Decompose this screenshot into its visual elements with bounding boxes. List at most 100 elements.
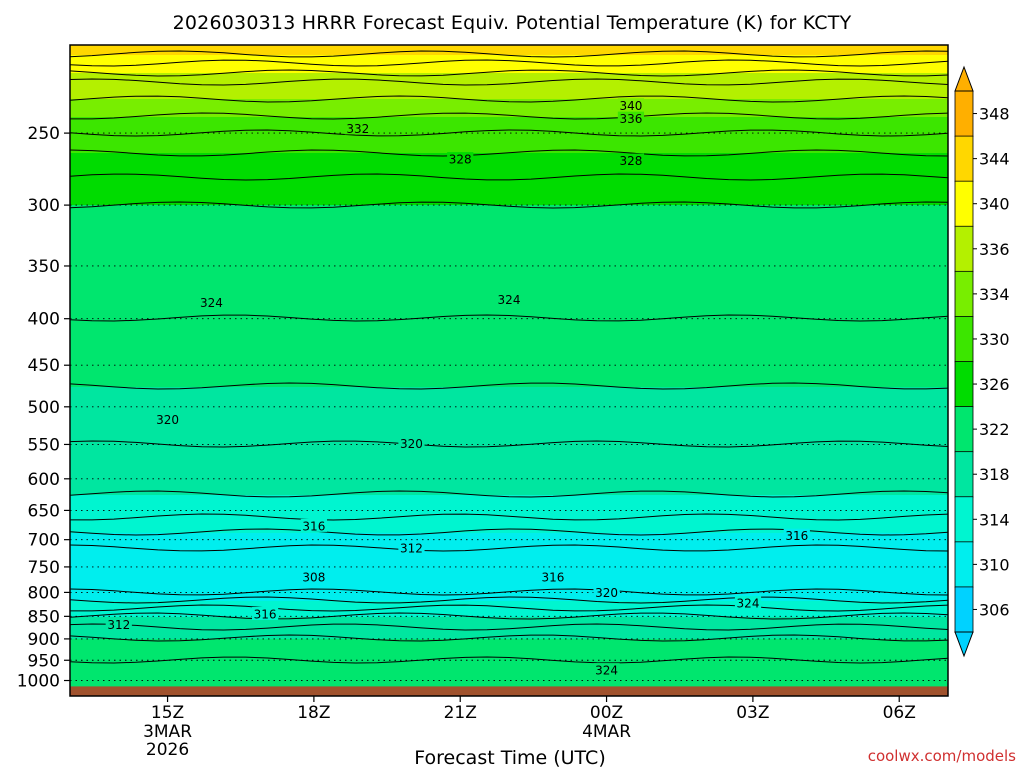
field-band: [70, 159, 948, 162]
contour-label: 324: [498, 293, 521, 307]
field-band: [70, 51, 948, 54]
field-band: [70, 459, 948, 462]
colorbar-segment: [954, 361, 974, 408]
field-band: [70, 267, 948, 270]
field-band: [70, 243, 948, 246]
field-band: [70, 49, 948, 52]
field-band: [70, 149, 948, 152]
field-band: [70, 555, 948, 558]
contour-line: [70, 604, 948, 612]
field-band: [70, 347, 948, 350]
contour-label: 308: [302, 570, 325, 584]
x-tick-label: 06Z: [883, 703, 916, 723]
y-tick-label: 1000: [17, 672, 60, 692]
field-band: [70, 357, 948, 360]
field-band: [70, 485, 948, 488]
field-band: [70, 269, 948, 272]
field-band: [70, 663, 948, 666]
field-band: [70, 373, 948, 376]
field-band: [70, 467, 948, 470]
field-band: [70, 307, 948, 310]
field-band: [70, 147, 948, 150]
field-band: [70, 339, 948, 342]
field-band: [70, 499, 948, 502]
y-tick-label: 750: [28, 558, 60, 578]
field-band: [70, 665, 948, 668]
y-tick-label: 450: [28, 356, 60, 376]
field-band: [70, 653, 948, 656]
field-band: [70, 67, 948, 70]
field-band: [70, 127, 948, 130]
field-band: [70, 419, 948, 422]
field-band: [70, 157, 948, 160]
field-band: [70, 345, 948, 348]
contour-line: [70, 612, 948, 620]
field-band: [70, 427, 948, 430]
field-band: [70, 263, 948, 266]
field-band: [70, 637, 948, 640]
contour-label: 312: [107, 618, 130, 632]
field-band: [70, 279, 948, 282]
field-band: [70, 277, 948, 280]
field-band: [70, 337, 948, 340]
field-band: [70, 531, 948, 534]
field-band: [70, 685, 948, 688]
contour-label: 328: [619, 154, 642, 168]
field-band: [70, 75, 948, 78]
field-band: [70, 519, 948, 522]
colorbar-segment: [954, 406, 974, 453]
field-band: [70, 381, 948, 384]
contour-line: [70, 596, 948, 604]
field-band: [70, 645, 948, 648]
contour-label-bg: [344, 121, 371, 135]
field-band: [70, 105, 948, 108]
y-tick-label: 650: [28, 501, 60, 521]
field-band: [70, 569, 948, 572]
field-band: [70, 287, 948, 290]
field-band: [70, 285, 948, 288]
field-band: [70, 131, 948, 134]
field-band: [70, 135, 948, 138]
field-band: [70, 549, 948, 552]
field-band: [70, 615, 948, 618]
contour-line: [70, 78, 948, 86]
field-band: [70, 165, 948, 168]
field-band: [70, 283, 948, 286]
contour-line: [70, 382, 948, 390]
field-band: [70, 237, 948, 240]
contour-label: 320: [156, 413, 179, 427]
field-band: [70, 365, 948, 368]
field-band: [70, 221, 948, 224]
contour-label-bg: [252, 607, 279, 621]
field-band: [70, 503, 948, 506]
field-band: [70, 475, 948, 478]
field-band: [70, 605, 948, 608]
field-band: [70, 463, 948, 466]
colorbar: 348 344 340 336 334 330 326 322 318 314 310 306: [954, 65, 1010, 658]
field-band: [70, 335, 948, 338]
field-band: [70, 533, 948, 536]
colorbar-label: 330: [979, 330, 1010, 349]
colorbar-segment: [954, 180, 974, 228]
colorbar-label: 334: [979, 285, 1010, 304]
contour-label-bg: [300, 569, 327, 583]
field-band: [70, 395, 948, 398]
contour-line: [70, 490, 948, 498]
contour-line: [70, 314, 948, 322]
field-band: [70, 619, 948, 622]
contour-label-bg: [300, 518, 327, 532]
x-tick-date: 4MAR: [582, 722, 631, 742]
contour-label-bg: [734, 596, 762, 610]
field-band: [70, 643, 948, 646]
field-band: [70, 545, 948, 548]
field-band: [70, 389, 948, 392]
field-band: [70, 573, 948, 576]
field-band: [70, 153, 948, 156]
field-band: [70, 317, 948, 320]
field-band: [70, 57, 948, 60]
y-tick-label: 800: [28, 583, 60, 603]
y-tick-label: 600: [28, 470, 60, 490]
field-band: [70, 593, 948, 596]
